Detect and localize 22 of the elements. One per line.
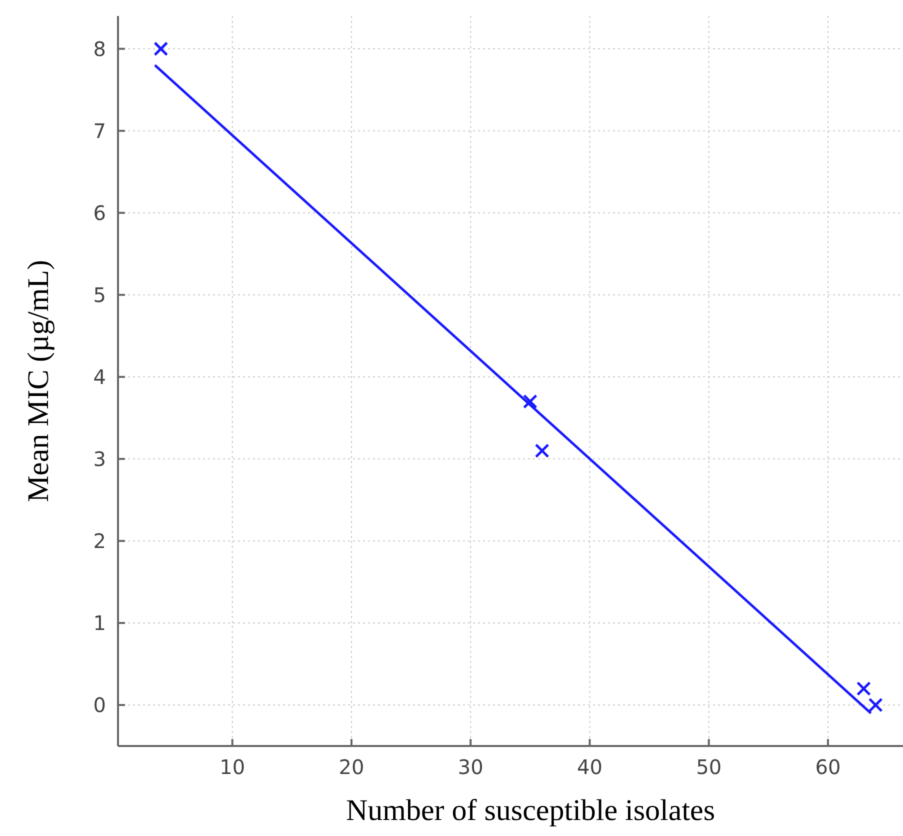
y-tick-label: 3 (93, 446, 106, 471)
point (868, 698, 883, 712)
x-tick-label: 30 (458, 755, 484, 779)
y-axis-title: Mean MIC (µg/mL) (22, 260, 55, 502)
y-tick-label: 2 (93, 528, 106, 553)
y-tick-label: 0 (93, 692, 106, 717)
x-axis-title: Number of susceptible isolates (346, 794, 716, 827)
y-tick-label: 6 (93, 200, 106, 225)
y-tick-label: 8 (93, 36, 106, 61)
y-tick-label: 5 (93, 282, 106, 307)
y-tick-label: 7 (93, 118, 106, 143)
x-tick-label: 60 (815, 755, 841, 779)
point (522, 394, 538, 409)
point (154, 42, 168, 56)
x-tick-label: 10 (220, 755, 246, 779)
x-tick-label: 20 (338, 755, 364, 779)
point (534, 443, 550, 458)
x-tick-label: 40 (576, 755, 602, 779)
y-tick-label: 1 (93, 610, 106, 635)
x-tick-label: 50 (696, 755, 722, 779)
point (856, 681, 871, 696)
y-tick-label: 4 (93, 364, 106, 389)
